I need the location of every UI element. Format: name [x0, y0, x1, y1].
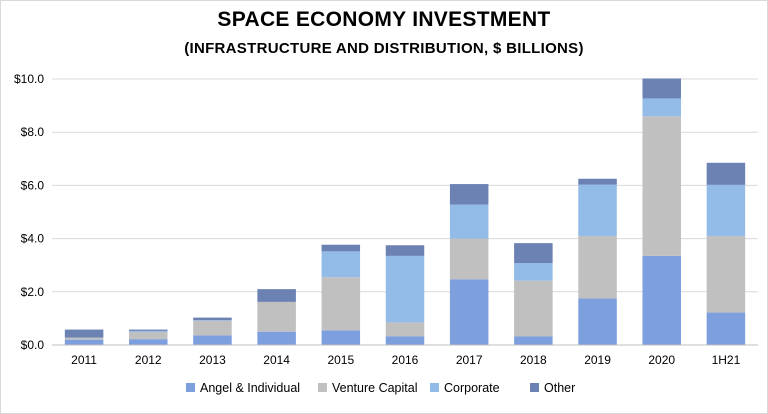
bar-segment — [578, 298, 617, 345]
bar-segment — [321, 251, 361, 278]
bar-segment — [642, 98, 681, 117]
bar-segment — [193, 320, 232, 321]
bar-segment — [385, 245, 425, 256]
bar-segment — [449, 279, 489, 345]
bar-segment — [385, 255, 425, 323]
x-tick-label: 2019 — [584, 353, 611, 367]
legend-label: Angel & Individual — [200, 381, 300, 395]
bar-segment — [64, 337, 104, 340]
bar-segment — [706, 235, 746, 313]
chart-title: SPACE ECONOMY INVESTMENT — [217, 8, 551, 31]
bar-segment — [321, 244, 361, 252]
y-axis: $0.0 $2.0 $4.0 $6.0 $8.0 $10.0 — [14, 72, 44, 352]
bar-segment — [514, 280, 553, 337]
bar-segment — [129, 331, 168, 340]
bar-segment — [193, 335, 232, 345]
legend: Angel & Individual Venture Capital Corpora… — [186, 381, 575, 395]
bar-segment — [449, 184, 489, 205]
y-tick-label: $0.0 — [21, 338, 45, 352]
bar-segment — [321, 330, 361, 345]
bar-segment — [64, 329, 104, 338]
x-tick-label: 2012 — [135, 353, 162, 367]
bar-segment — [385, 336, 425, 345]
bar-segment — [129, 329, 168, 331]
bar-segment — [706, 312, 746, 345]
x-tick-label: 2013 — [199, 353, 226, 367]
bar-segment — [257, 289, 296, 302]
bar-segment — [514, 263, 553, 281]
bar-segment — [642, 78, 681, 99]
bar-segment — [642, 116, 681, 256]
bars — [64, 78, 746, 345]
x-tick-label: 2016 — [392, 353, 419, 367]
bar-segment — [321, 277, 361, 331]
bar-segment — [193, 320, 232, 336]
x-tick-label: 2014 — [263, 353, 290, 367]
y-tick-label: $6.0 — [21, 178, 45, 192]
x-tick-label: 1H21 — [712, 353, 741, 367]
bar-segment — [449, 204, 489, 239]
y-tick-label: $4.0 — [21, 232, 45, 246]
bar-segment — [706, 162, 746, 185]
bar-segment — [642, 255, 681, 345]
bar-segment — [129, 330, 168, 332]
legend-swatch — [318, 383, 327, 392]
y-tick-label: $10.0 — [14, 72, 44, 86]
legend-label: Other — [544, 381, 575, 395]
legend-swatch — [530, 383, 539, 392]
legend-label: Venture Capital — [332, 381, 417, 395]
legend-label: Corporate — [444, 381, 500, 395]
bar-segment — [385, 322, 425, 337]
bar-segment — [64, 339, 104, 345]
x-tick-label: 2011 — [71, 353, 97, 367]
x-tick-label: 2020 — [648, 353, 675, 367]
bar-segment — [257, 301, 296, 332]
bar-segment — [257, 331, 296, 345]
bar-segment — [129, 339, 168, 345]
bar-segment — [193, 317, 232, 321]
bar-segment — [578, 235, 617, 299]
x-tick-label: 2015 — [327, 353, 354, 367]
y-tick-label: $8.0 — [21, 125, 45, 139]
y-tick-label: $2.0 — [21, 285, 45, 299]
bar-segment — [449, 238, 489, 280]
chart-subtitle: (INFRASTRUCTURE AND DISTRIBUTION, $ BILL… — [184, 40, 584, 57]
bar-segment — [578, 184, 617, 236]
x-tick-label: 2018 — [520, 353, 547, 367]
bar-segment — [706, 184, 746, 236]
bar-segment — [514, 243, 553, 264]
x-axis: 2011 2012 2013 2014 2015 2016 2017 2018 2019 2020… — [52, 344, 758, 367]
bar-segment — [514, 336, 553, 345]
legend-swatch — [430, 383, 439, 392]
bar-segment — [578, 178, 617, 185]
legend-swatch — [186, 383, 195, 392]
x-tick-label: 2017 — [456, 353, 483, 367]
